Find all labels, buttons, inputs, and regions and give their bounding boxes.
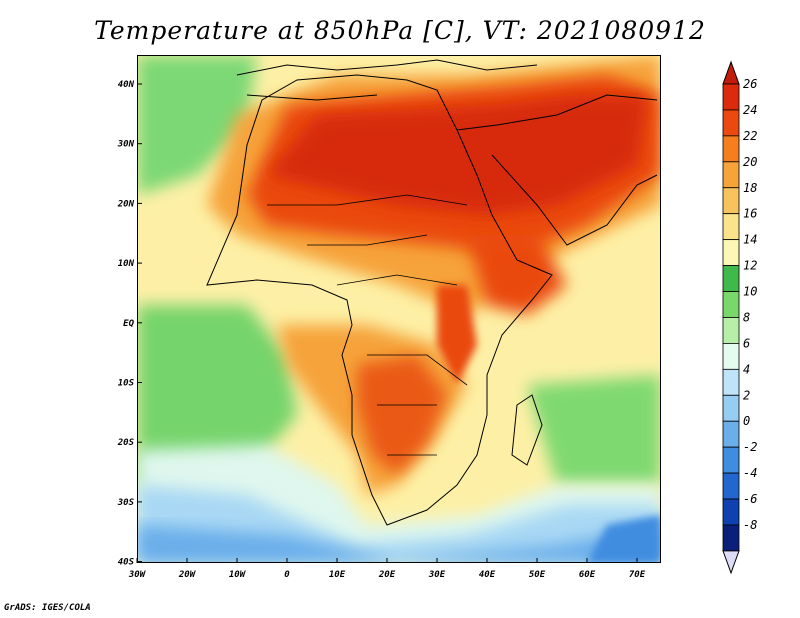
horn-hot — [467, 235, 567, 315]
southern-africa-hot — [357, 355, 447, 475]
colorbar-bottom-arrow — [722, 550, 740, 575]
colorbar-top-arrow — [722, 60, 740, 85]
colorbar-label: 18 — [743, 181, 757, 195]
south-east-deep-blue — [587, 515, 661, 563]
lat-tick-label: 20S — [117, 438, 135, 448]
colorbar-label: 4 — [743, 362, 750, 376]
south-atlantic-green — [137, 305, 297, 485]
lon-tick-label: 70E — [629, 570, 646, 580]
colorbar-swatch — [722, 498, 740, 526]
colorbar-label: 24 — [743, 103, 757, 117]
colorbar-swatch — [722, 187, 740, 215]
colorbar-swatch — [722, 394, 740, 422]
lat-tick-label: 40S — [118, 558, 135, 568]
lon-tick-label: 10W — [229, 570, 247, 580]
lat-tick-label: 30N — [117, 140, 135, 150]
north-atlantic-green — [137, 55, 257, 195]
arabia-outline — [456, 94, 658, 246]
colorbar-label: -4 — [743, 466, 757, 480]
colorbar-swatch — [722, 472, 740, 500]
lon-tick-label: 20W — [178, 570, 197, 580]
colorbar-swatch — [722, 420, 740, 448]
lat-tick-label: EQ — [123, 319, 134, 329]
lon-tick-label: 30W — [128, 570, 147, 580]
lat-tick-label: 40N — [118, 80, 135, 90]
sahara-very-hot — [267, 95, 647, 215]
rift-valley-hot — [437, 285, 477, 385]
colorbar-label: 0 — [743, 414, 750, 428]
colorbar-swatch — [722, 83, 740, 111]
colorbar-label: 10 — [743, 285, 757, 299]
colorbar-swatch — [722, 213, 740, 241]
lat-tick-label: 10S — [118, 379, 135, 389]
colorbar-swatch — [722, 135, 740, 163]
colorbar-label: 8 — [743, 310, 750, 324]
colorbar-label: 26 — [743, 77, 757, 91]
south-blue-band — [137, 525, 661, 563]
colorbar-label: 14 — [743, 233, 757, 247]
temperature-map — [137, 55, 661, 563]
lat-tick-label: 10N — [118, 259, 135, 269]
map-frame — [137, 55, 661, 563]
colorbar-swatch — [722, 524, 740, 552]
colorbar-swatch — [722, 239, 740, 266]
madagascar-outline — [511, 394, 543, 466]
lon-tick-label: 50E — [529, 570, 546, 580]
colorbar-swatch — [722, 368, 740, 396]
colorbar-label: 22 — [743, 129, 757, 143]
country-borders — [267, 194, 468, 456]
indian-ocean-green — [527, 375, 661, 485]
colorbar-swatch — [722, 291, 740, 318]
colorbar-swatch — [722, 109, 740, 137]
colorbar-label: 16 — [743, 207, 757, 221]
colorbar-swatch — [722, 265, 740, 292]
lon-tick-label: 30E — [428, 570, 446, 580]
colorbar-label: 2 — [743, 388, 750, 402]
colorbar-swatch — [722, 161, 740, 189]
lon-tick-label: 60E — [579, 570, 596, 580]
lon-tick-label: 0 — [284, 570, 290, 580]
lon-tick-label: 20E — [378, 570, 396, 580]
lon-tick-label: 10E — [329, 570, 346, 580]
colorbar-label: 20 — [743, 155, 757, 169]
colorbar-label: -8 — [743, 518, 757, 532]
mediterranean-outline — [236, 59, 538, 101]
map-canvas — [137, 55, 661, 563]
lat-tick-label: 30S — [117, 498, 135, 508]
colorbar-label: 12 — [743, 259, 757, 273]
colorbar-label: -2 — [743, 440, 757, 454]
lon-tick-label: 40E — [479, 570, 496, 580]
colorbar-label: -6 — [743, 492, 757, 506]
colorbar-swatch — [722, 342, 740, 370]
lat-tick-label: 20N — [117, 199, 135, 209]
colorbar-label: 6 — [743, 336, 750, 350]
grads-credit: GrADS: IGES/COLA — [4, 603, 91, 613]
africa-coastline — [206, 74, 553, 526]
colorbar-swatch — [722, 317, 740, 344]
colorbar-swatch — [722, 446, 740, 474]
map-title: Temperature at 850hPa [C], VT: 202108091… — [94, 16, 706, 45]
